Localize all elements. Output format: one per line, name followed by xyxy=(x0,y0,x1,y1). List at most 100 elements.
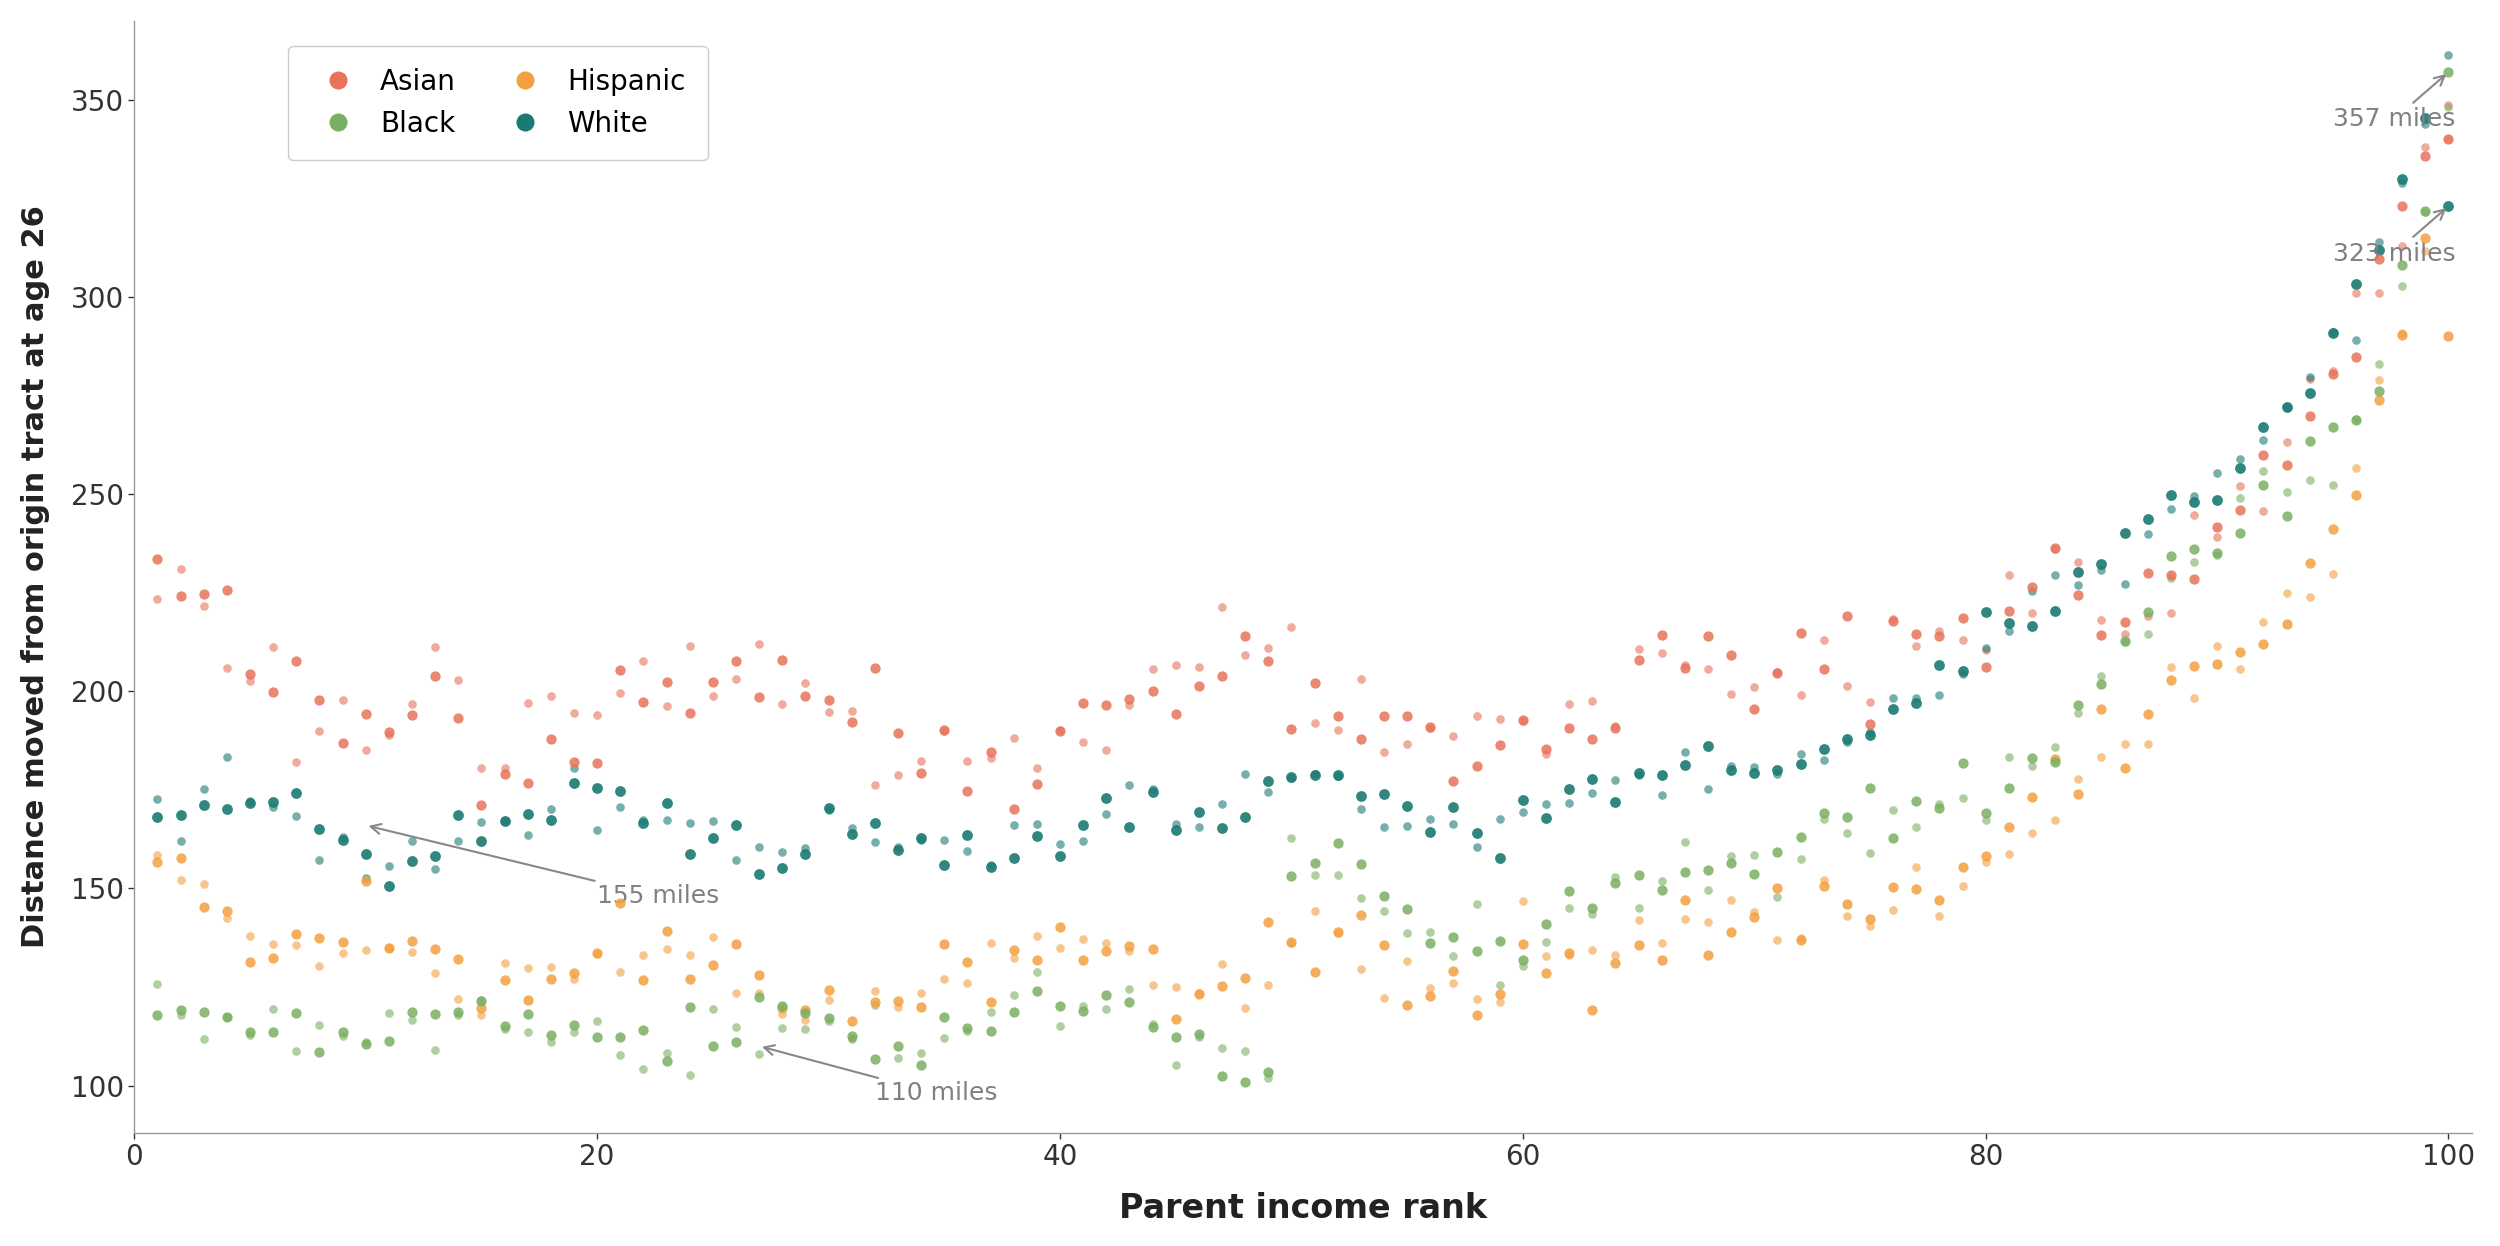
Point xyxy=(600,893,640,913)
Point xyxy=(1340,800,1380,820)
Point xyxy=(900,1043,940,1063)
Point xyxy=(1180,983,1220,1003)
Point xyxy=(2082,748,2122,768)
Point xyxy=(1202,819,1242,839)
Text: 357 miles: 357 miles xyxy=(2332,76,2455,131)
Point xyxy=(370,856,410,876)
Point xyxy=(970,933,1010,953)
Point xyxy=(1990,746,2030,766)
Point xyxy=(808,689,848,709)
Point xyxy=(2290,587,2330,607)
Point xyxy=(230,952,270,972)
Point xyxy=(925,830,965,850)
Point xyxy=(392,1009,432,1029)
Point xyxy=(1872,699,1912,719)
Point xyxy=(2058,552,2098,572)
Point xyxy=(878,1035,918,1055)
Point xyxy=(1618,650,1658,670)
Point xyxy=(1272,932,1312,952)
Point xyxy=(1318,765,1358,785)
Point xyxy=(2150,564,2190,584)
Point xyxy=(208,901,248,921)
Point xyxy=(185,779,225,799)
Point xyxy=(832,701,872,721)
Point xyxy=(1248,771,1288,791)
Point xyxy=(1180,983,1220,1003)
Point xyxy=(2128,525,2168,545)
Point xyxy=(1410,922,1450,942)
Point xyxy=(1550,881,1590,901)
Point xyxy=(1040,721,1080,741)
Legend: Asian, Black, Hispanic, White: Asian, Black, Hispanic, White xyxy=(288,46,708,161)
Point xyxy=(2290,369,2330,389)
Point xyxy=(1365,902,1405,922)
Point xyxy=(1132,659,1172,679)
Point xyxy=(1180,1024,1220,1044)
Point xyxy=(253,637,292,657)
Point xyxy=(1618,763,1658,782)
Point xyxy=(2198,517,2238,537)
Point xyxy=(1550,694,1590,714)
Point xyxy=(2312,417,2352,437)
Point xyxy=(485,971,525,991)
Point xyxy=(415,1004,455,1024)
Point xyxy=(1110,775,1150,795)
Point xyxy=(970,743,1010,763)
Point xyxy=(2312,520,2352,540)
Point xyxy=(1340,669,1380,689)
Point xyxy=(2242,612,2282,632)
Point xyxy=(1062,1002,1102,1022)
Point xyxy=(2290,406,2330,426)
Point xyxy=(345,1033,385,1053)
Point xyxy=(1480,931,1520,951)
Point xyxy=(1318,720,1358,740)
Point xyxy=(1595,872,1635,892)
Point xyxy=(2175,569,2215,589)
Point xyxy=(970,748,1010,768)
Point xyxy=(1062,996,1102,1015)
Point xyxy=(185,1029,225,1049)
Point xyxy=(1942,664,1982,684)
Point xyxy=(392,1002,432,1022)
Point xyxy=(1295,852,1335,872)
Point xyxy=(2198,490,2238,510)
Point xyxy=(1132,779,1172,799)
Point xyxy=(948,781,988,801)
Point xyxy=(1525,915,1565,934)
Point xyxy=(253,948,292,968)
Point xyxy=(808,701,848,721)
Point xyxy=(648,792,688,812)
Point xyxy=(2175,505,2215,525)
Point xyxy=(1710,922,1750,942)
Point xyxy=(2428,130,2468,150)
Point xyxy=(2405,108,2445,128)
Point xyxy=(1088,804,1128,824)
Point xyxy=(2268,613,2308,633)
Point xyxy=(1572,1001,1612,1020)
Point xyxy=(1088,933,1128,953)
Point xyxy=(1642,949,1682,969)
Point xyxy=(2268,431,2308,451)
Point xyxy=(1017,826,1058,846)
Point xyxy=(208,908,248,928)
Point xyxy=(2405,115,2445,135)
Point xyxy=(948,1020,988,1040)
Point xyxy=(2220,523,2260,543)
Point xyxy=(1110,816,1150,836)
Point xyxy=(1340,786,1380,806)
Point xyxy=(1088,986,1128,1006)
Point xyxy=(715,934,755,954)
Point xyxy=(832,1027,872,1047)
Point xyxy=(230,926,270,946)
Point xyxy=(345,1034,385,1054)
Point xyxy=(1710,854,1750,873)
Point xyxy=(2013,756,2052,776)
Point xyxy=(992,849,1032,868)
Point xyxy=(1155,704,1195,724)
Point xyxy=(2268,397,2308,417)
Point xyxy=(2220,459,2260,478)
Point xyxy=(1272,769,1312,789)
Point xyxy=(253,682,292,701)
Point xyxy=(855,992,895,1012)
Point xyxy=(992,984,1032,1004)
